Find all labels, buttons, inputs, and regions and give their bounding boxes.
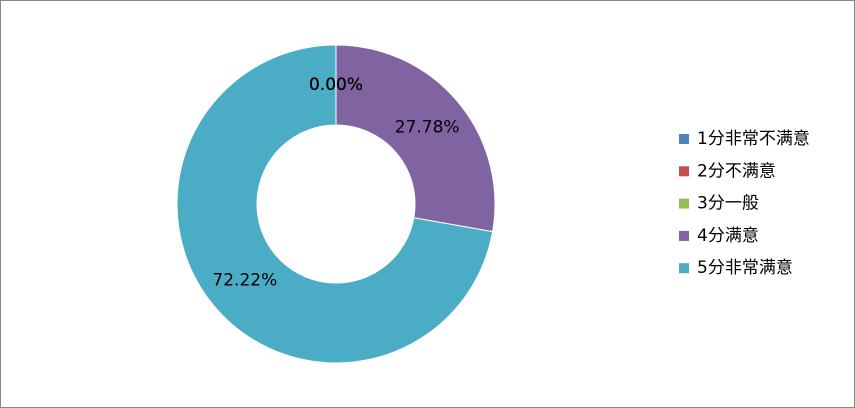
legend-swatch (679, 230, 689, 241)
data-label: 72.22% (212, 270, 277, 290)
data-label: 0.00% (309, 75, 363, 95)
legend-swatch (679, 134, 689, 144)
donut-slice (335, 44, 496, 233)
legend-label: 1分非常不满意 (697, 129, 810, 149)
legend-label: 2分不满意 (697, 161, 776, 181)
data-label: 0.00% (309, 75, 363, 95)
legend-label: 5分非常满意 (697, 258, 793, 278)
legend-swatch (679, 198, 689, 209)
legend-label: 4分满意 (697, 226, 759, 246)
data-label: 27.78% (395, 118, 460, 138)
legend-label: 3分一般 (697, 194, 759, 214)
donut-slice (176, 44, 494, 364)
legend-swatch (679, 263, 689, 274)
legend-swatch (679, 166, 689, 177)
data-label: 0.00% (309, 75, 363, 95)
